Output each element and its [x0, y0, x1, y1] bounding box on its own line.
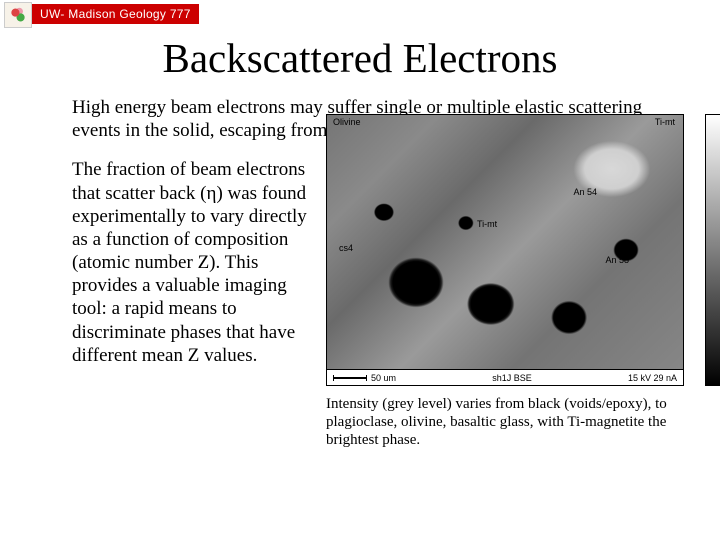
- scale-value: 50 um: [371, 373, 396, 383]
- slide-title: Backscattered Electrons: [0, 34, 720, 82]
- bse-micrograph-content: [327, 115, 683, 385]
- slide-header: UW- Madison Geology 777: [0, 0, 720, 28]
- phase-label-cs4: cs4: [339, 243, 353, 253]
- phase-label-an58: An 58: [605, 255, 629, 265]
- body-row: The fraction of beam electrons that scat…: [0, 158, 720, 449]
- figure-column: Olivine Ti-mt An 54 Ti-mt An 58 cs4 50 u…: [326, 158, 720, 449]
- micrograph-footer: 50 um sh1J BSE 15 kV 29 nA: [327, 369, 683, 385]
- scale-line-icon: [333, 377, 367, 379]
- phase-label-timt: Ti-mt: [655, 117, 675, 127]
- phase-label-timt-2: Ti-mt: [477, 219, 497, 229]
- intensity-gradient-bar: [705, 114, 720, 386]
- figure-caption: Intensity (grey level) varies from black…: [326, 396, 692, 449]
- beam-conditions: 15 kV 29 nA: [628, 373, 677, 383]
- phase-label-olivine: Olivine: [333, 117, 361, 127]
- scale-bar: 50 um: [333, 373, 396, 383]
- uw-crest-logo: [4, 2, 32, 28]
- detail-paragraph: The fraction of beam electrons that scat…: [72, 158, 312, 449]
- bse-micrograph: Olivine Ti-mt An 54 Ti-mt An 58 cs4 50 u…: [326, 114, 684, 386]
- phase-label-an54: An 54: [573, 187, 597, 197]
- sample-id: sh1J BSE: [492, 373, 532, 383]
- course-banner: UW- Madison Geology 777: [32, 4, 199, 24]
